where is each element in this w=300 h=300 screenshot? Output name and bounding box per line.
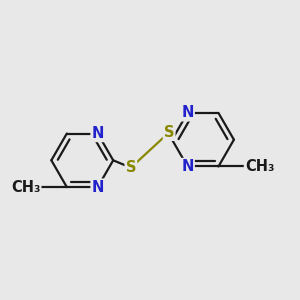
Text: CH₃: CH₃ xyxy=(11,180,40,195)
Text: N: N xyxy=(92,126,104,141)
Text: S: S xyxy=(126,160,136,175)
Text: N: N xyxy=(92,180,104,195)
Text: N: N xyxy=(182,159,194,174)
Text: CH₃: CH₃ xyxy=(245,159,274,174)
Text: N: N xyxy=(182,105,194,120)
Text: S: S xyxy=(164,125,174,140)
